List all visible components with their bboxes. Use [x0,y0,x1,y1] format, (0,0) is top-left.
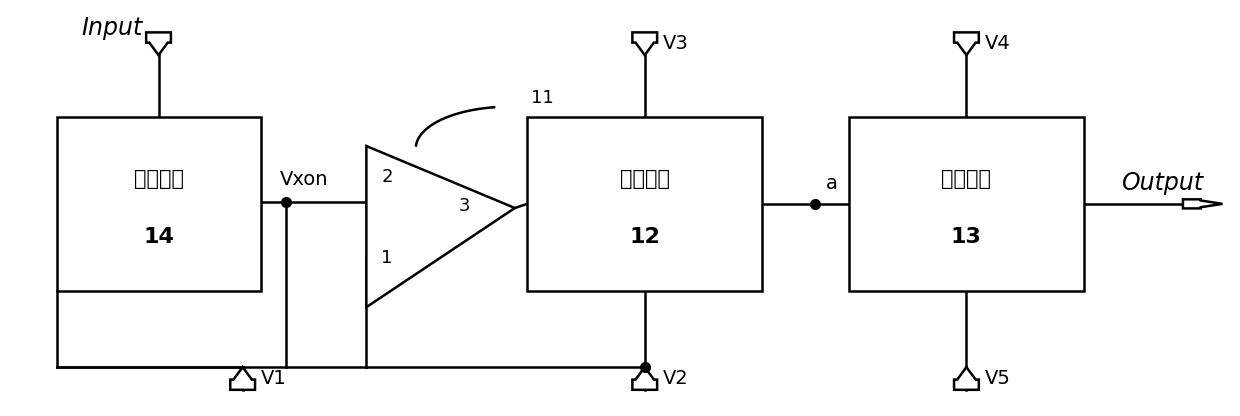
Text: V3: V3 [663,34,689,53]
Polygon shape [632,367,657,390]
Text: V4: V4 [985,34,1011,53]
Bar [57,117,262,291]
Text: V5: V5 [985,369,1011,388]
Text: 3: 3 [459,197,471,215]
Text: Input: Input [82,16,143,40]
Text: Vxon: Vxon [280,170,329,188]
Text: 控制模块: 控制模块 [620,169,670,189]
Bar [849,117,1084,291]
Polygon shape [954,32,978,55]
Polygon shape [632,32,657,55]
Text: a: a [826,174,837,193]
Text: 13: 13 [951,227,982,247]
Polygon shape [954,367,978,390]
Text: 1: 1 [381,249,393,267]
Text: 14: 14 [144,227,175,247]
Polygon shape [146,32,171,55]
Polygon shape [231,367,255,390]
Text: V1: V1 [262,369,286,388]
Bar [527,117,763,291]
Text: 11: 11 [531,89,554,107]
Text: V2: V2 [663,369,689,388]
Text: 分压模块: 分压模块 [134,169,184,189]
Text: Output: Output [1121,171,1203,195]
Polygon shape [1183,199,1223,208]
Text: 输出模块: 输出模块 [941,169,992,189]
Text: 2: 2 [381,168,393,186]
Polygon shape [366,146,515,307]
Text: 12: 12 [630,227,660,247]
